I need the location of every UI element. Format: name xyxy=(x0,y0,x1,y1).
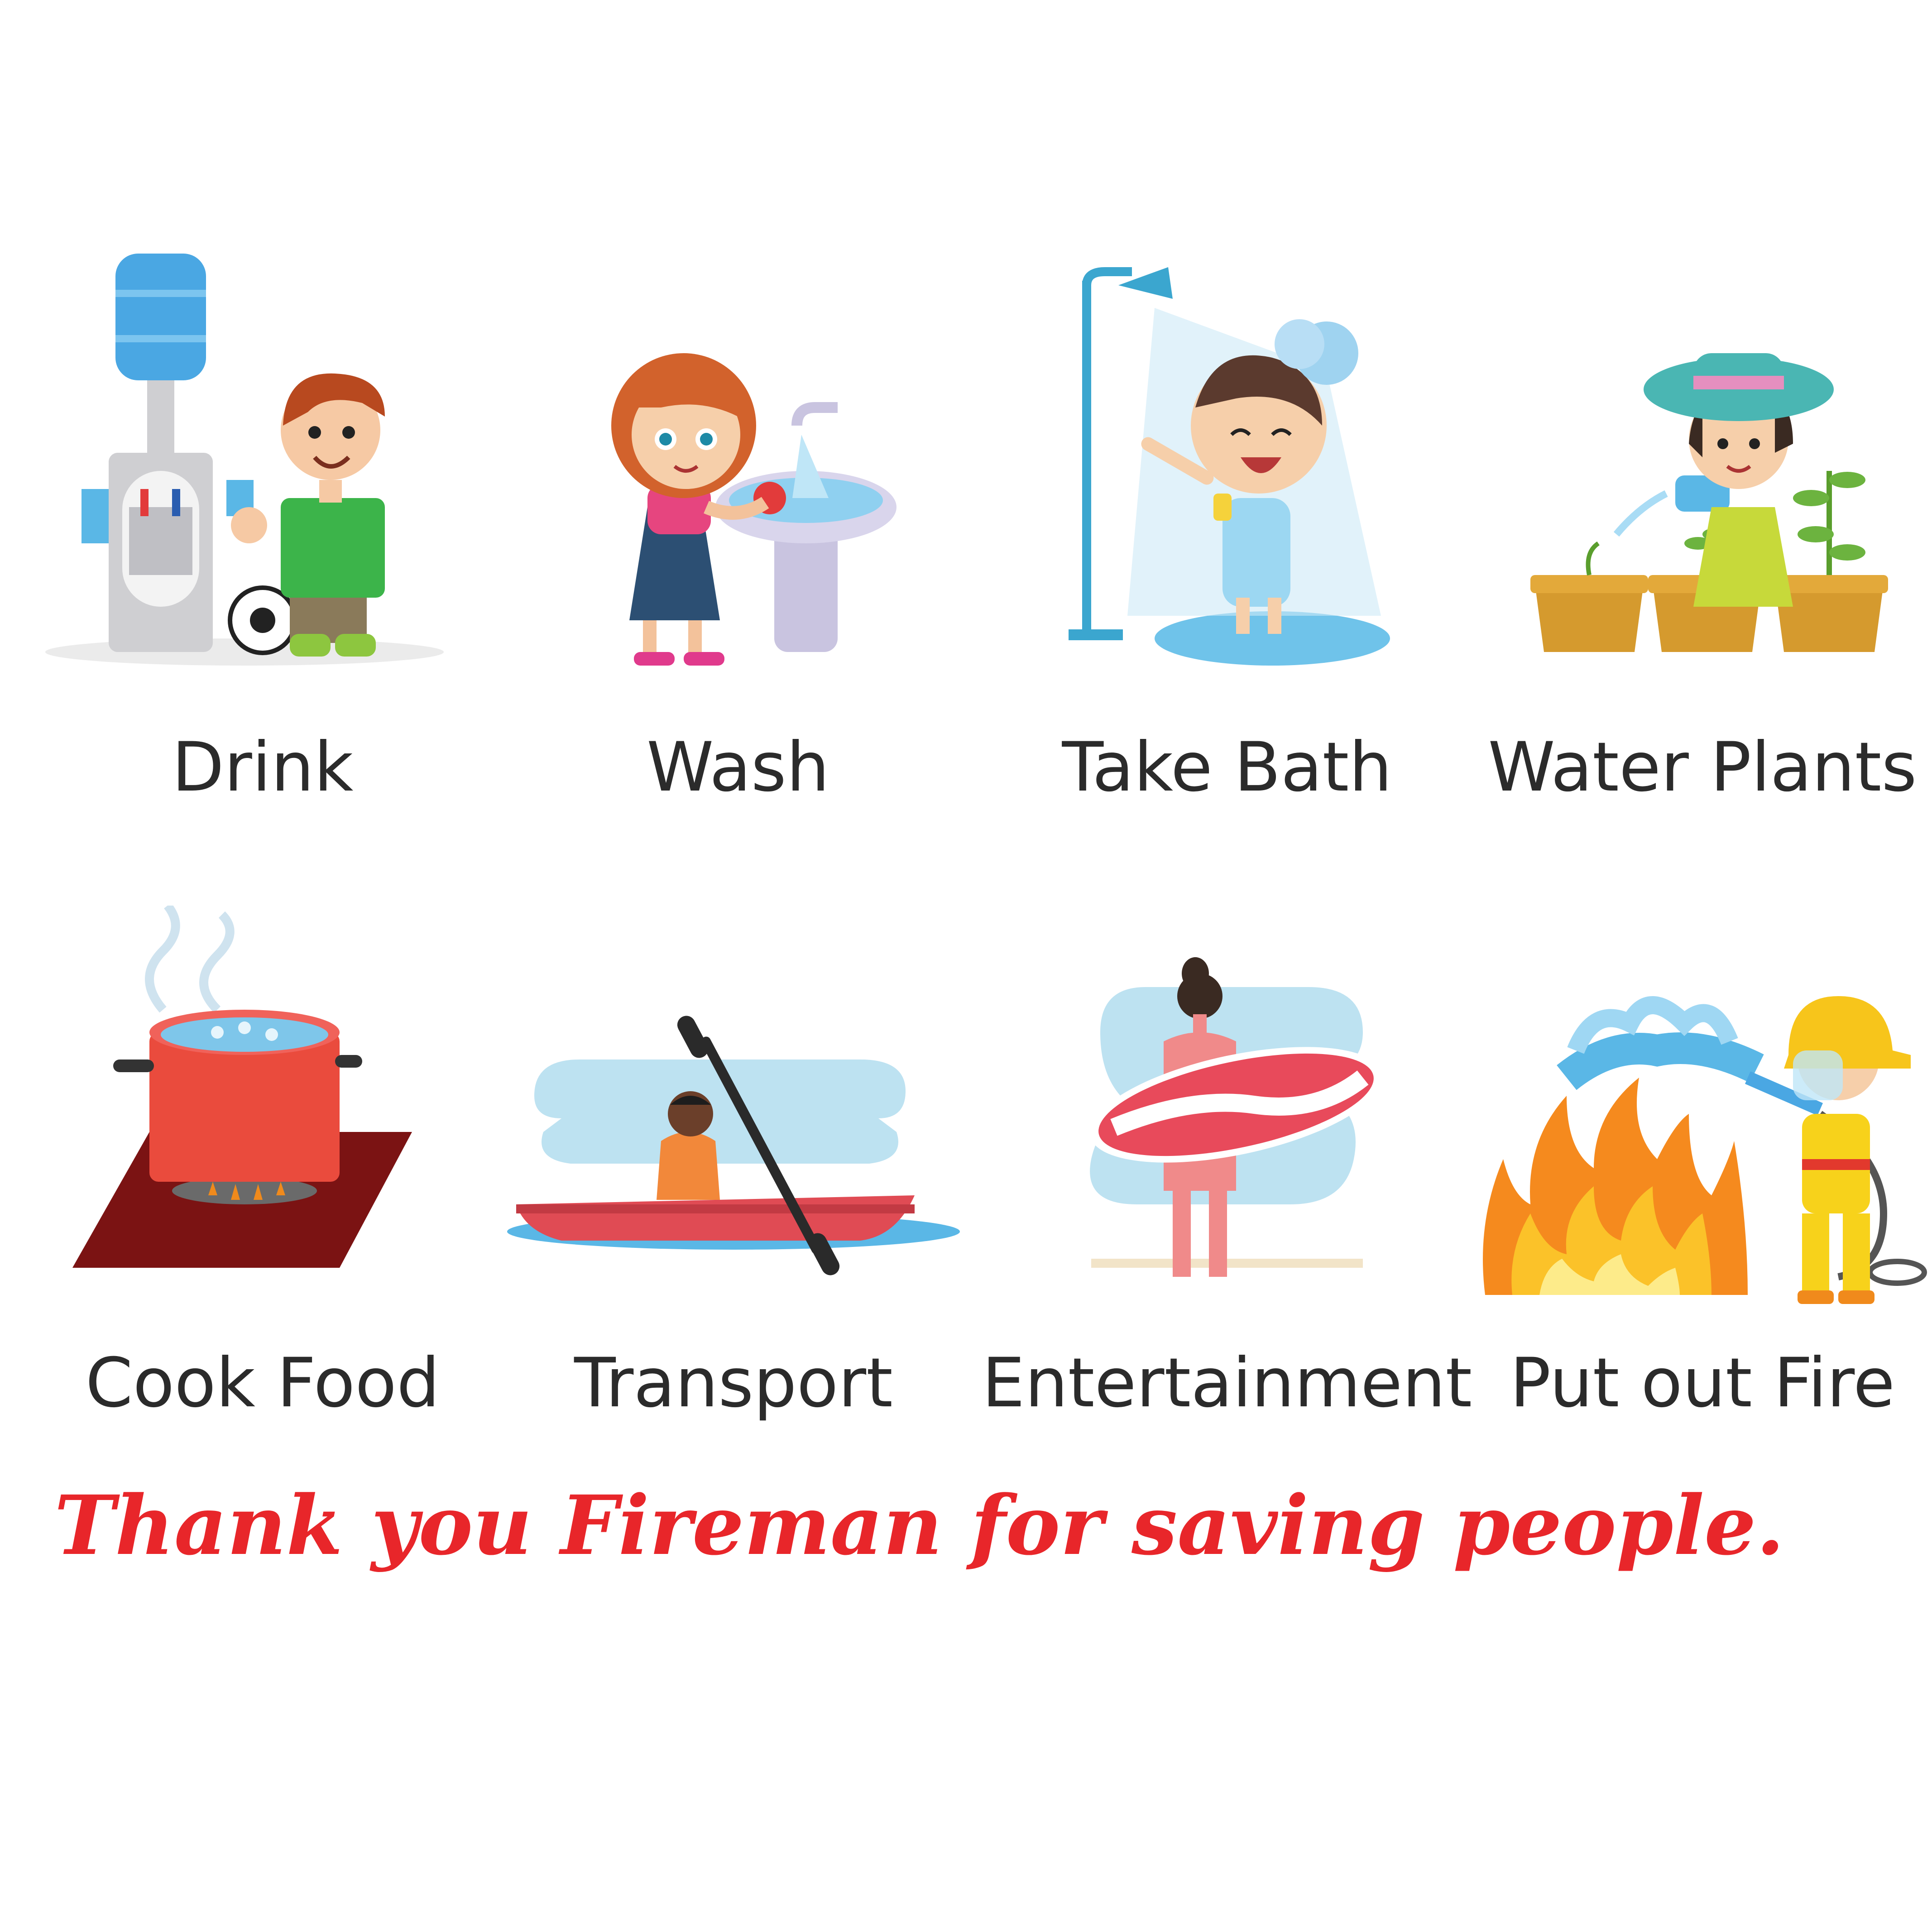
activity-card-put-out-fire: Put out Fire xyxy=(1476,906,1929,1503)
activity-label: Drink xyxy=(172,728,354,807)
kayak-icon xyxy=(507,1016,960,1275)
activity-card-entertainment: Entertainment xyxy=(982,906,1472,1503)
activity-card-water-plants: Water Plants xyxy=(1476,254,1929,851)
activity-card-cook-food: Cook Food xyxy=(36,906,489,1503)
activity-label: Transport xyxy=(574,1344,893,1423)
activity-label: Wash xyxy=(647,728,829,807)
boiling-pot-icon xyxy=(72,906,412,1268)
activity-card-take-bath: Take Bath xyxy=(1001,254,1453,851)
child-shower-icon xyxy=(1069,267,1390,666)
thank-you-message: Thank you Fireman for saving people. xyxy=(54,1478,1785,1573)
firefighter-hose-icon xyxy=(1483,996,1927,1304)
activity-label: Take Bath xyxy=(1062,728,1392,807)
activity-label: Entertainment xyxy=(982,1344,1472,1423)
water-cooler-boy-icon xyxy=(45,254,444,666)
activity-card-wash: Wash xyxy=(512,254,964,851)
activity-card-drink: Drink xyxy=(36,254,489,851)
surfer-icon xyxy=(1089,957,1383,1277)
girl-washing-apple-icon xyxy=(611,353,896,666)
activity-label: Put out Fire xyxy=(1510,1344,1895,1423)
activity-card-transport: Transport xyxy=(507,906,960,1503)
activity-label: Cook Food xyxy=(85,1344,440,1423)
girl-watering-plants-icon xyxy=(1530,353,1888,652)
activity-label: Water Plants xyxy=(1488,728,1917,807)
